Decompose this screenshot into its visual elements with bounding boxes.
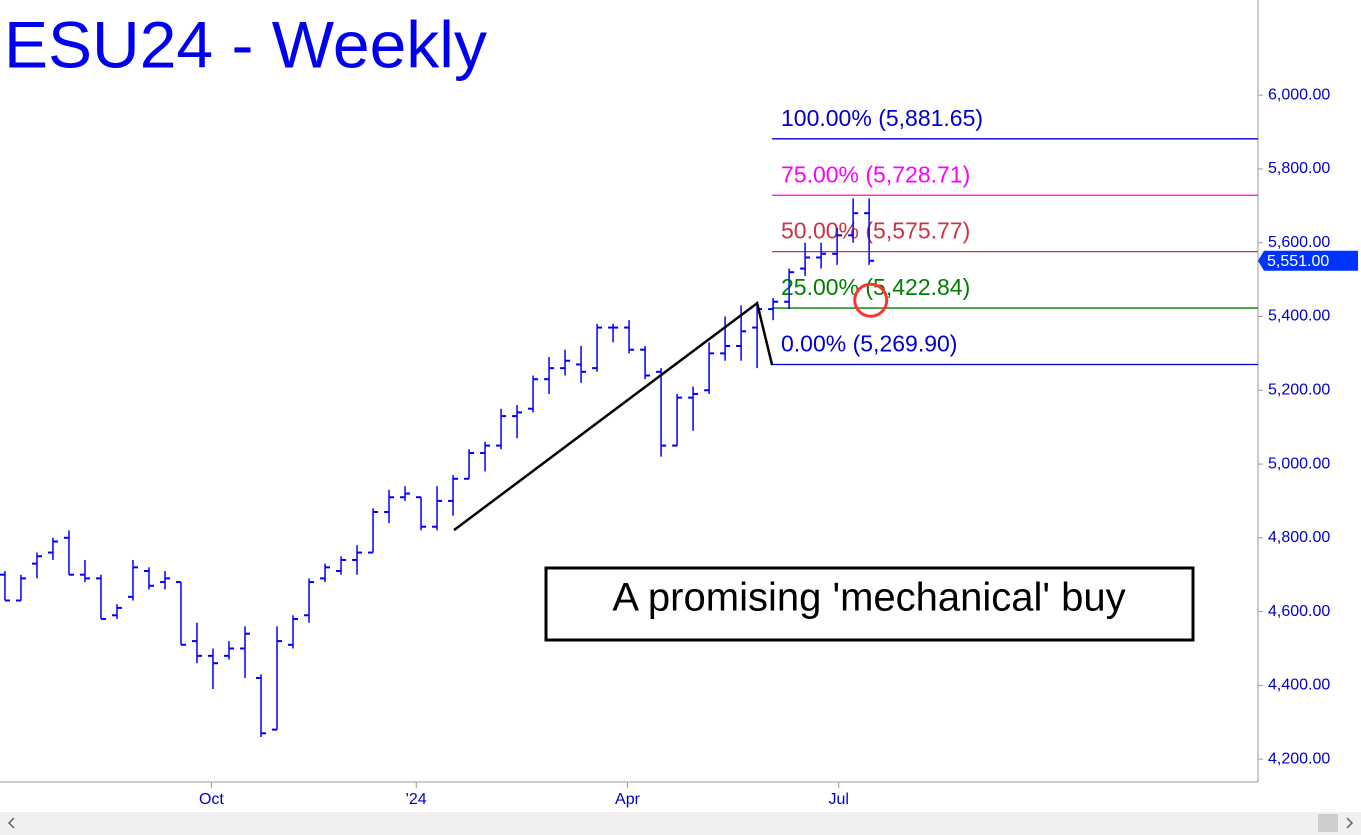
fib-label: 25.00% (5,422.84) — [781, 274, 970, 300]
y-tick-label: 5,600.00 — [1268, 234, 1330, 251]
last-price-box — [1258, 250, 1358, 271]
y-tick-label: 6,000.00 — [1268, 86, 1330, 103]
scroll-left[interactable] — [7, 817, 15, 829]
y-tick-label: 5,000.00 — [1268, 455, 1330, 472]
y-tick-label: 5,400.00 — [1268, 308, 1330, 325]
x-tick-label: Oct — [199, 791, 224, 808]
scrollbar[interactable] — [0, 812, 1361, 835]
y-tick-label: 4,400.00 — [1268, 677, 1330, 694]
annotation: A promising 'mechanical' buy — [612, 576, 1125, 620]
fib-label: 75.00% (5,728.71) — [781, 161, 970, 187]
last-price-label: 5,551.00 — [1267, 253, 1329, 270]
plot: 4,200.00 4,400.00 4,600.00 4,800.00 5,000.00… — [0, 86, 1358, 808]
fib-label: 100.00% (5,881.65) — [781, 105, 983, 131]
y-tick-label: 5,200.00 — [1268, 381, 1330, 398]
x-tick-label: Jul — [828, 791, 848, 808]
y-tick-label: 4,600.00 — [1268, 603, 1330, 620]
scrollbar-thumb[interactable] — [1318, 814, 1338, 832]
fib-label: 50.00% (5,575.77) — [781, 218, 970, 244]
y-tick-label: 5,800.00 — [1268, 160, 1330, 177]
y-tick-label: 4,800.00 — [1268, 529, 1330, 546]
highlight-circle — [853, 282, 889, 318]
chart-title: ESU24 - Weekly — [4, 7, 487, 81]
fib-label: 0.00% (5,269.90) — [781, 331, 957, 357]
scrollbar-track — [0, 812, 1361, 835]
scroll-right[interactable] — [1346, 817, 1354, 829]
y-tick-label: 4,200.00 — [1268, 750, 1330, 767]
annotation-box — [544, 566, 1195, 642]
trend-line — [453, 301, 774, 532]
x-tick-label: '24 — [406, 791, 427, 808]
x-tick-label: Apr — [615, 791, 641, 808]
